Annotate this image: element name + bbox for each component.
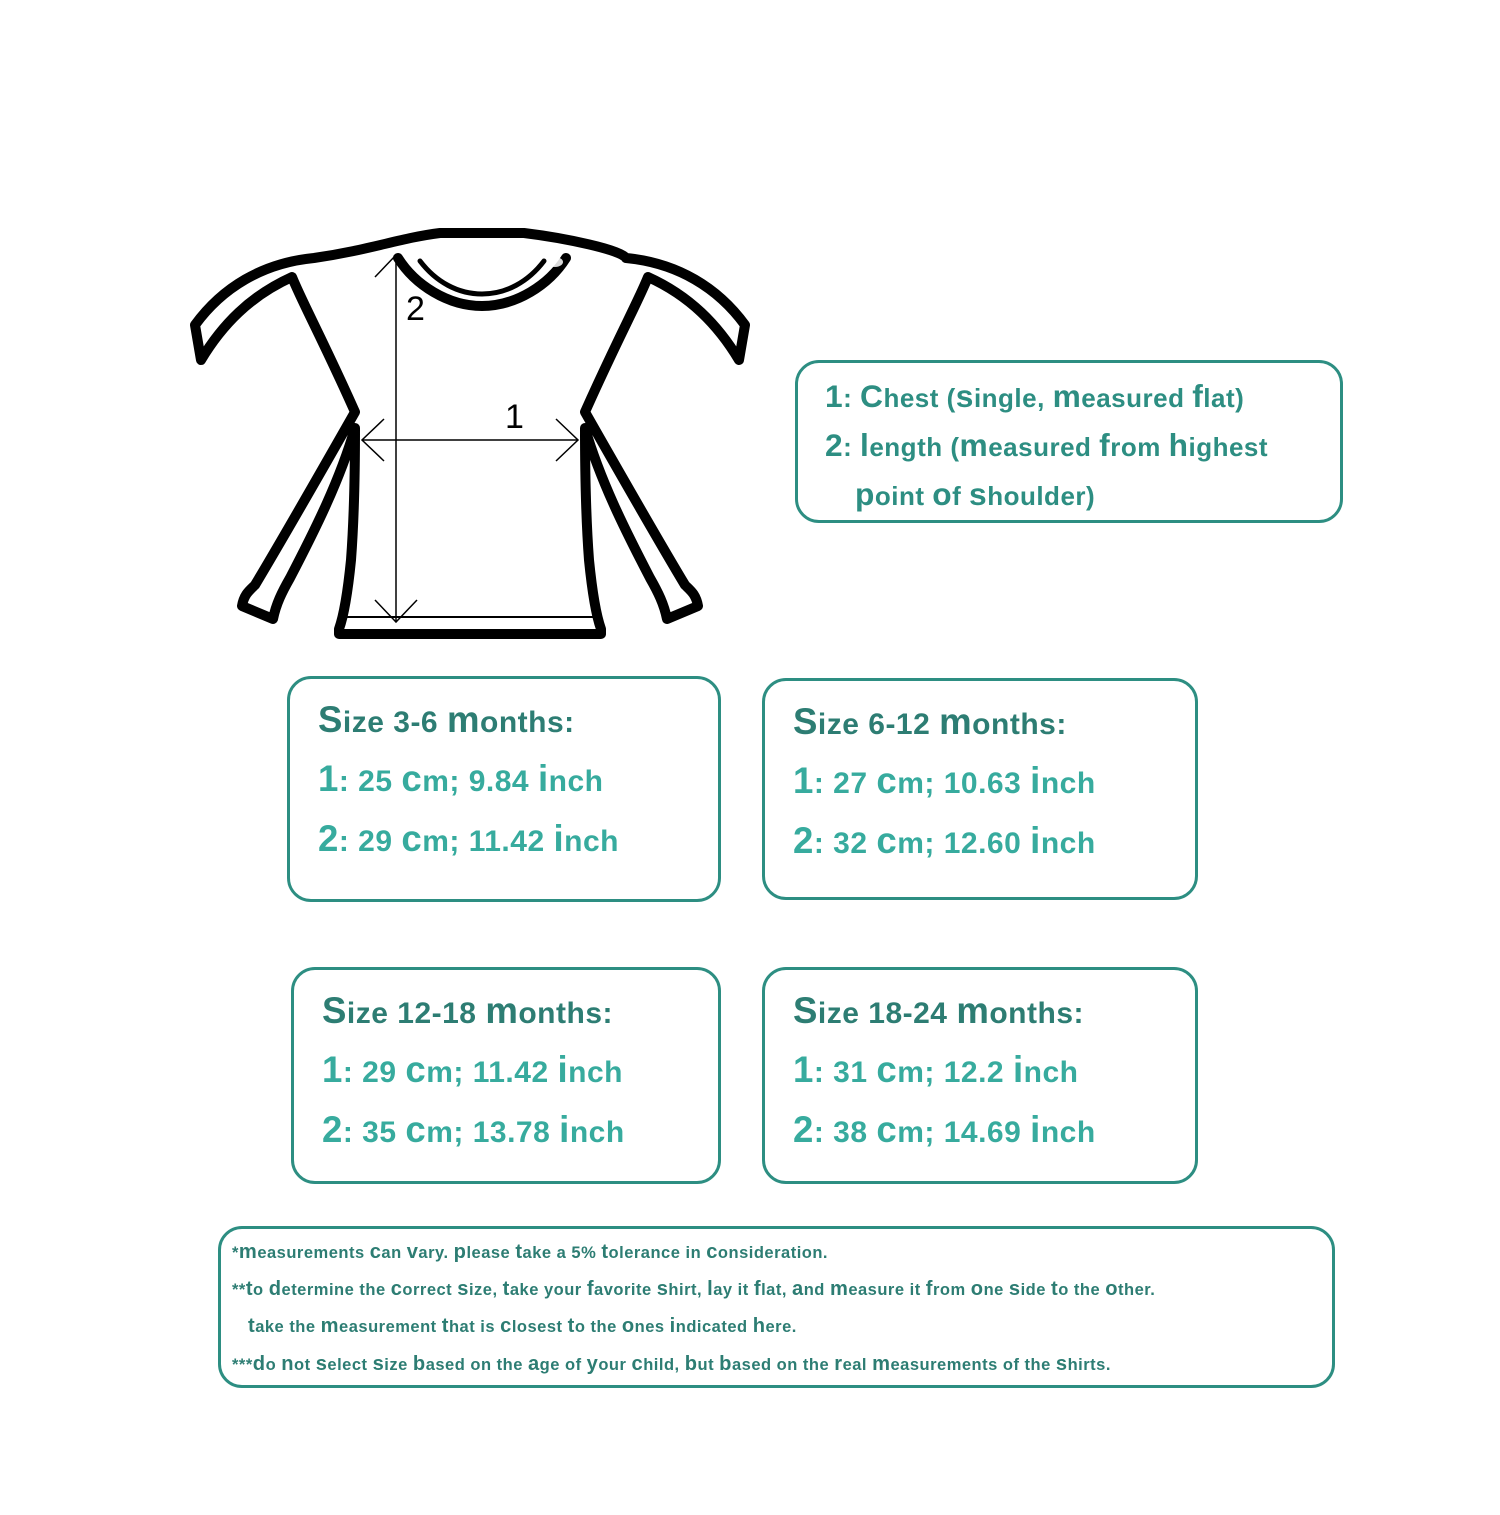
svg-text:2: 2: [406, 290, 425, 328]
svg-text:1: 1: [505, 398, 524, 436]
